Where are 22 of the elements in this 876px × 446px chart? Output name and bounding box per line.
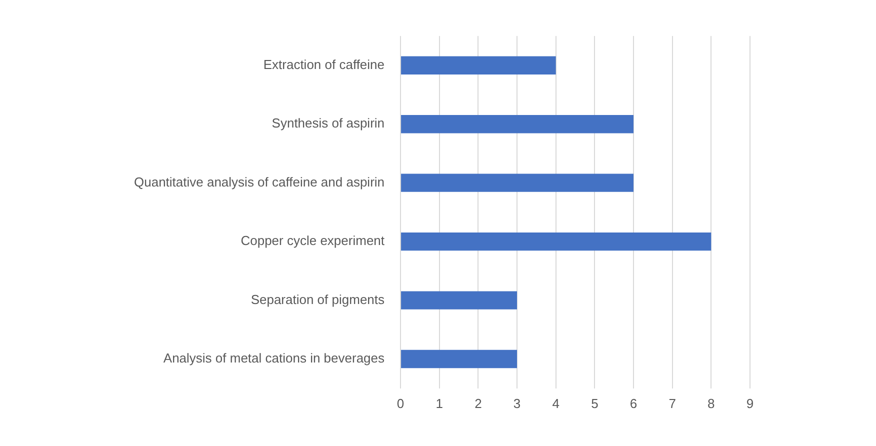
x-tick-label: 6 (630, 396, 638, 411)
bar (401, 114, 634, 134)
x-tick-label: 9 (746, 396, 754, 411)
y-tick-label: Extraction of caffeine (263, 56, 385, 72)
x-tick-label: 3 (513, 396, 521, 411)
bar (401, 232, 712, 251)
bar (401, 56, 556, 74)
x-tick-label: 1 (436, 396, 443, 411)
y-tick-label: Quantitative analysis of caffeine and aspirin (134, 174, 385, 190)
x-tick-label: 0 (396, 396, 404, 411)
bar (401, 291, 518, 310)
x-tick-label: 4 (552, 396, 560, 411)
y-tick-label: Copper cycle experiment (240, 233, 385, 248)
x-tick-label: 7 (668, 396, 676, 411)
y-tick-label: Separation of pigments (250, 292, 386, 307)
x-tick-label: 8 (708, 396, 715, 411)
x-tick-label: 5 (591, 396, 598, 411)
x-tick-label: 2 (474, 396, 482, 411)
bar (401, 174, 634, 192)
y-tick-label: Synthesis of aspirin (272, 116, 385, 131)
bar (401, 350, 518, 368)
y-tick-label: Analysis of metal cations in beverages (163, 350, 386, 366)
